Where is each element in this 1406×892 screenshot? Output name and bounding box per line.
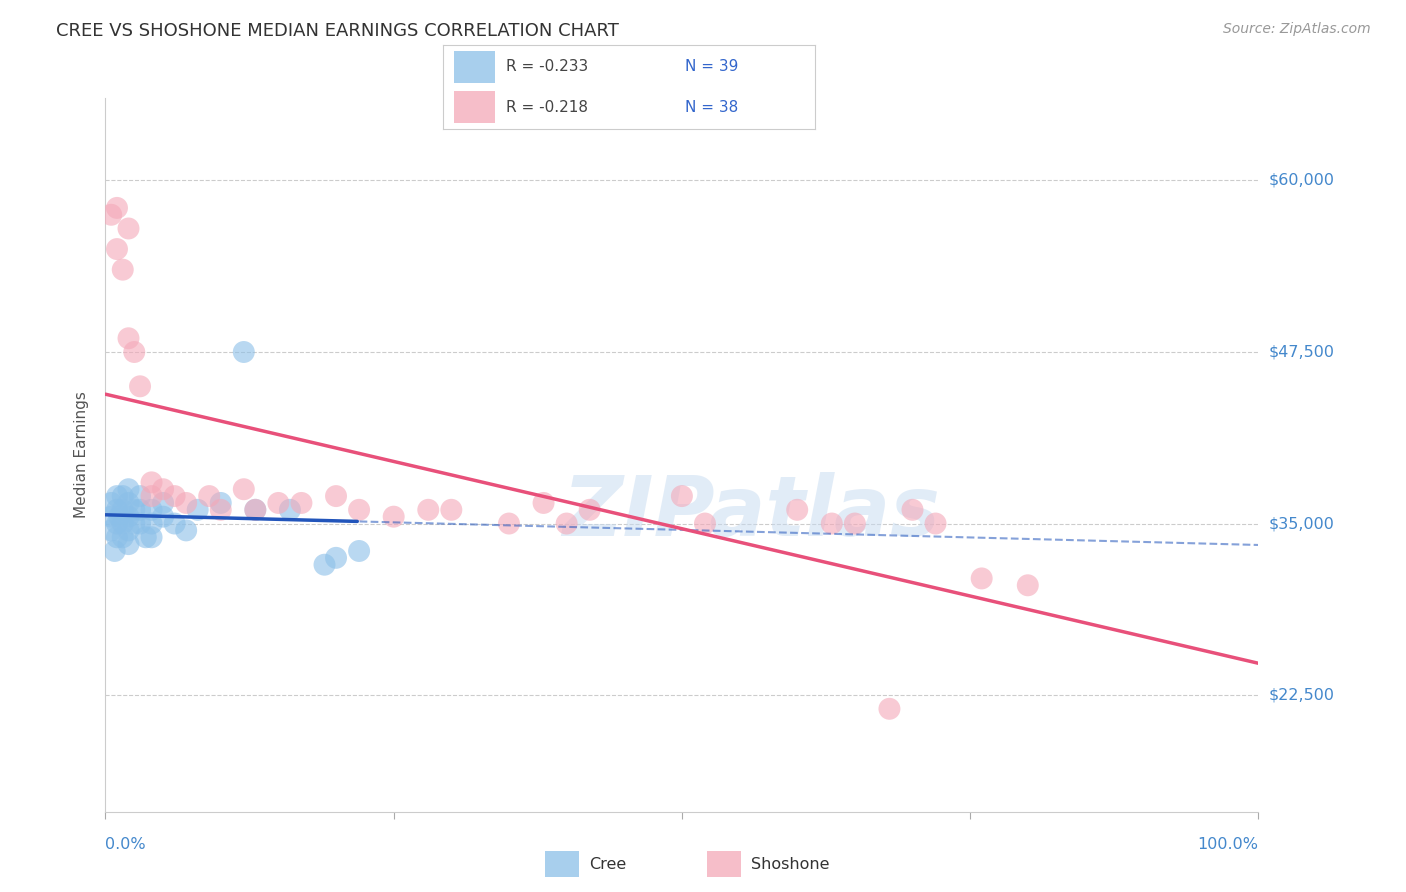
Point [314, 558, 336, 572]
Point [440, 503, 463, 517]
Point [278, 503, 301, 517]
Point [970, 571, 993, 585]
Text: R = -0.218: R = -0.218 [506, 100, 588, 115]
Point [117, 537, 139, 551]
Point [209, 503, 232, 517]
Text: ZIPatlas: ZIPatlas [562, 472, 941, 552]
Point [879, 702, 901, 716]
Point [100, 524, 122, 538]
Point [198, 489, 221, 503]
Point [124, 503, 146, 517]
Point [124, 345, 146, 359]
Point [555, 516, 578, 531]
Y-axis label: Median Earnings: Median Earnings [75, 392, 90, 518]
Point [117, 509, 139, 524]
Point [786, 503, 808, 517]
Point [174, 524, 197, 538]
Point [100, 496, 122, 510]
Point [924, 516, 946, 531]
Point [267, 496, 290, 510]
Point [105, 530, 128, 544]
Point [347, 544, 370, 558]
Point [152, 482, 174, 496]
Point [111, 503, 134, 517]
Point [111, 530, 134, 544]
Point [129, 489, 152, 503]
Point [187, 503, 209, 517]
Point [111, 262, 134, 277]
Point [1017, 578, 1039, 592]
FancyBboxPatch shape [707, 851, 741, 878]
Point [105, 516, 128, 531]
Point [325, 550, 347, 565]
Point [163, 516, 186, 531]
Point [347, 503, 370, 517]
Text: 0.0%: 0.0% [105, 837, 146, 852]
Point [129, 379, 152, 393]
Point [844, 516, 866, 531]
Point [141, 516, 163, 531]
Text: Shoshone: Shoshone [751, 857, 830, 871]
Text: Source: ZipAtlas.com: Source: ZipAtlas.com [1223, 22, 1371, 37]
Text: 100.0%: 100.0% [1198, 837, 1258, 852]
Text: R = -0.233: R = -0.233 [506, 59, 589, 74]
Point [105, 503, 128, 517]
Point [174, 496, 197, 510]
Point [693, 516, 716, 531]
FancyBboxPatch shape [454, 51, 495, 83]
Text: $47,500: $47,500 [1268, 344, 1334, 359]
Point [163, 489, 186, 503]
Point [129, 503, 152, 517]
Point [117, 221, 139, 235]
Text: $35,000: $35,000 [1268, 516, 1334, 531]
Text: N = 38: N = 38 [685, 100, 738, 115]
Point [117, 496, 139, 510]
Point [100, 509, 122, 524]
Point [382, 509, 405, 524]
Point [117, 482, 139, 496]
Point [418, 503, 440, 517]
Point [245, 503, 267, 517]
Point [671, 489, 693, 503]
Point [105, 489, 128, 503]
Point [104, 544, 127, 558]
Point [290, 496, 312, 510]
Point [498, 516, 520, 531]
Point [124, 516, 146, 531]
Point [232, 482, 254, 496]
Point [105, 242, 128, 256]
Point [232, 345, 254, 359]
Point [901, 503, 924, 517]
Point [111, 489, 134, 503]
Point [117, 524, 139, 538]
Point [152, 509, 174, 524]
Point [117, 331, 139, 345]
Point [821, 516, 844, 531]
Point [578, 503, 600, 517]
Point [141, 475, 163, 490]
Text: $60,000: $60,000 [1268, 173, 1334, 188]
Point [209, 496, 232, 510]
Point [245, 503, 267, 517]
Point [325, 489, 347, 503]
Point [533, 496, 555, 510]
Text: CREE VS SHOSHONE MEDIAN EARNINGS CORRELATION CHART: CREE VS SHOSHONE MEDIAN EARNINGS CORRELA… [56, 22, 619, 40]
Point [129, 516, 152, 531]
Text: N = 39: N = 39 [685, 59, 738, 74]
Point [108, 509, 131, 524]
Point [152, 496, 174, 510]
Point [135, 530, 157, 544]
FancyBboxPatch shape [544, 851, 579, 878]
Text: Cree: Cree [589, 857, 627, 871]
Point [141, 530, 163, 544]
Point [141, 503, 163, 517]
Point [141, 489, 163, 503]
Point [111, 516, 134, 531]
Point [105, 201, 128, 215]
Text: $22,500: $22,500 [1268, 688, 1334, 703]
FancyBboxPatch shape [454, 91, 495, 123]
Point [100, 208, 122, 222]
